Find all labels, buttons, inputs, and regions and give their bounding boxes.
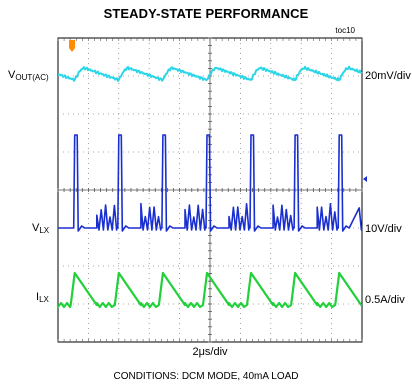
ground-marker-arrow [69,48,75,52]
time-scale-label: 2μs/div [192,346,228,358]
series-line-ilx [56,271,363,309]
ground-marker [69,40,75,48]
trigger-level-marker [363,176,367,182]
series-label-ilx: ILX [36,291,49,304]
scale-label-ilx: 0.5A/div [365,294,405,306]
series-line-vlx [58,134,363,232]
series-line-vout [57,65,363,82]
series-label-vout: VOUT(AC) [8,69,49,82]
scale-label-vlx: 10V/div [365,223,402,235]
channel-markers [69,40,367,182]
figure-id: toc10 [335,26,355,35]
chart-title: STEADY-STATE PERFORMANCE [103,6,309,21]
scale-label-vout: 20mV/div [365,70,411,82]
series-label-vlx: VLX [32,222,50,235]
conditions-note: CONDITIONS: DCM MODE, 40mA LOAD [113,371,299,382]
